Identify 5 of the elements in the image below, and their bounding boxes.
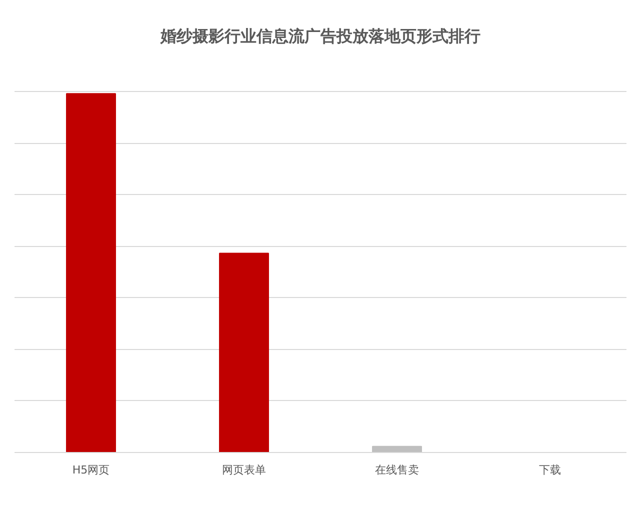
chart-title: 婚纱摄影行业信息流广告投放落地页形式排行 [160,26,480,46]
x-tick-label: H5网页 [72,464,110,476]
x-tick-label: 下载 [539,464,561,476]
x-tick-label: 网页表单 [222,464,266,476]
x-tick-label: 在线售卖 [375,464,419,476]
